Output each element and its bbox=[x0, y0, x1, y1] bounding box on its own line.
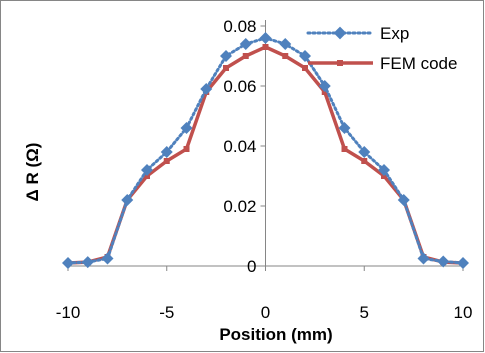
x-tick-label: -5 bbox=[159, 303, 174, 322]
point-exp bbox=[121, 194, 134, 206]
point-fem-code bbox=[223, 65, 229, 71]
x-tick-labels: -10 -5 0 5 10 bbox=[56, 303, 473, 322]
point-fem-code bbox=[163, 158, 170, 164]
point-exp bbox=[259, 32, 272, 44]
y-tick-labels: 0 0.02 0.04 0.06 0.08 bbox=[223, 17, 256, 276]
legend: Exp FEM code bbox=[306, 24, 457, 73]
x-tick-label: 5 bbox=[360, 303, 369, 322]
x-axis-title: Position (mm) bbox=[219, 325, 332, 344]
y-tick-label: 0.02 bbox=[223, 197, 256, 216]
point-exp bbox=[220, 50, 232, 62]
point-exp bbox=[397, 194, 410, 206]
point-fem-code bbox=[183, 146, 190, 152]
point-fem-code bbox=[262, 44, 269, 50]
x-tick-label: -10 bbox=[56, 303, 81, 322]
x-tick-label: 10 bbox=[454, 303, 473, 322]
legend-marker-fem-code bbox=[337, 60, 343, 66]
legend-item-exp: Exp bbox=[306, 24, 409, 43]
point-exp bbox=[279, 38, 292, 50]
x-tick-label: 0 bbox=[261, 303, 270, 322]
point-fem-code bbox=[242, 53, 249, 59]
y-tick-label: 0.06 bbox=[223, 77, 256, 96]
point-fem-code bbox=[341, 146, 348, 152]
point-exp bbox=[200, 83, 213, 95]
point-fem-code bbox=[282, 53, 289, 59]
series-layer bbox=[62, 32, 469, 269]
axes bbox=[67, 20, 464, 271]
point-exp bbox=[239, 38, 252, 50]
point-exp bbox=[160, 146, 173, 158]
legend-label-exp: Exp bbox=[380, 24, 409, 43]
y-axis-title: Δ R (Ω) bbox=[23, 143, 42, 202]
point-exp bbox=[437, 255, 450, 268]
point-fem-code bbox=[302, 65, 308, 71]
point-exp bbox=[457, 257, 469, 269]
point-exp bbox=[318, 80, 331, 92]
y-tick-label: 0 bbox=[247, 257, 256, 276]
y-tick-label: 0.08 bbox=[223, 17, 256, 36]
legend-label-fem-code: FEM code bbox=[380, 54, 457, 73]
point-exp bbox=[417, 252, 430, 265]
y-tick-label: 0.04 bbox=[223, 137, 256, 156]
legend-marker-exp bbox=[333, 26, 347, 40]
point-exp bbox=[81, 256, 94, 269]
point-exp bbox=[180, 122, 193, 134]
legend-item-fem-code: FEM code bbox=[308, 54, 457, 73]
point-exp bbox=[338, 122, 351, 134]
point-exp bbox=[101, 252, 114, 265]
point-exp bbox=[378, 164, 390, 176]
point-exp bbox=[141, 164, 153, 176]
point-exp bbox=[299, 50, 311, 62]
point-fem-code bbox=[361, 158, 368, 164]
point-exp bbox=[358, 146, 371, 158]
point-exp bbox=[62, 257, 74, 269]
